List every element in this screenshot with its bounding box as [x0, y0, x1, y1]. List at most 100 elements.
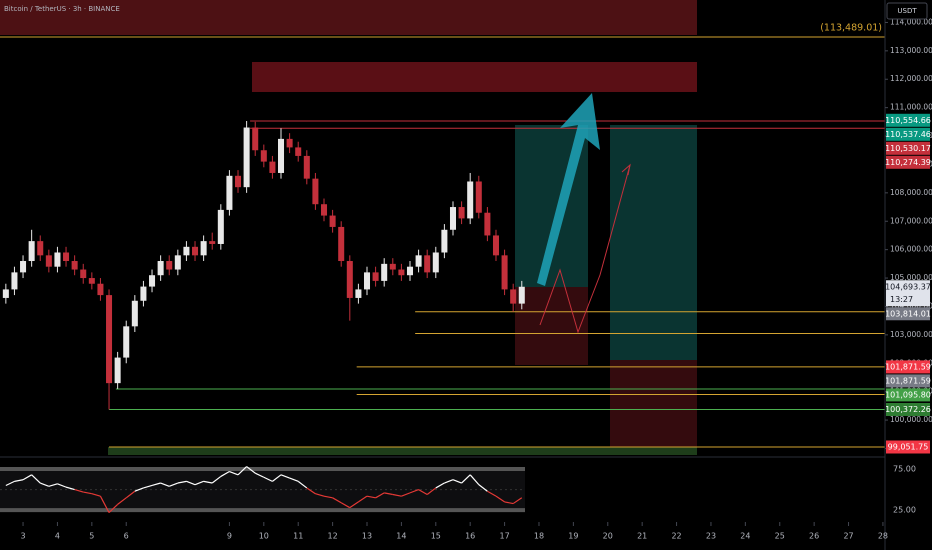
- long-loss-zone: [610, 360, 697, 455]
- countdown: 13:27: [890, 295, 913, 304]
- candle-body: [398, 269, 405, 276]
- rsi-segment: [478, 484, 488, 492]
- rsi-segment: [452, 479, 462, 484]
- y-tick-label: 114,000.00: [890, 17, 932, 26]
- rsi-segment: [409, 489, 419, 494]
- y-tick-label: 111,000.00: [890, 103, 932, 112]
- candle-body: [415, 255, 422, 267]
- projection-arrowhead: [621, 163, 631, 176]
- candle-body: [303, 155, 310, 179]
- rsi-segment: [237, 466, 248, 476]
- rsi-segment: [143, 484, 153, 489]
- rsi-segment: [160, 482, 170, 487]
- candle-body: [441, 229, 448, 253]
- price-badge-label: 101,095.80: [885, 390, 931, 399]
- candle-body: [389, 263, 396, 270]
- candle-body: [449, 207, 457, 230]
- price-badge-label: 110,530.17: [885, 144, 931, 153]
- supply-zone: [0, 0, 697, 35]
- rsi-segment: [169, 482, 179, 487]
- rsi-segment: [384, 492, 393, 496]
- candle-body: [11, 272, 18, 290]
- levels: [0, 36, 885, 448]
- rsi-segment: [74, 489, 84, 493]
- price-badge: [886, 402, 930, 416]
- candle-body: [183, 246, 190, 256]
- rsi-segment: [177, 480, 187, 484]
- y-tick-label: 107,000.00: [890, 216, 932, 225]
- rsi-segment: [332, 497, 342, 504]
- candle-body: [329, 215, 336, 227]
- candle-body: [166, 261, 173, 270]
- rsi-segment: [504, 501, 514, 505]
- y-tick-label: 103,000.00: [890, 330, 932, 339]
- candle-body: [355, 289, 362, 298]
- rsi-segment: [487, 490, 497, 497]
- candle-body: [320, 204, 328, 216]
- price-badge-label: 99,051.75: [888, 442, 929, 451]
- long-loss-zone: [515, 287, 588, 365]
- price-badges: 110,554.66 110,537.46 110,530.17 110,274.39…: [885, 113, 931, 454]
- price-badge: [886, 388, 930, 402]
- candle-body: [346, 261, 353, 298]
- rsi-segment: [349, 501, 359, 509]
- price-badge-label: 110,537.46: [885, 130, 931, 139]
- currency-label[interactable]: USDT: [897, 7, 917, 15]
- candle-body: [174, 255, 181, 270]
- candle-body: [235, 175, 242, 188]
- candle-body: [243, 127, 250, 188]
- rsi-segment: [211, 475, 222, 484]
- x-tick-label: 24: [740, 532, 750, 541]
- candle-body: [97, 283, 104, 296]
- rsi-segment: [289, 477, 299, 482]
- price-badge: [886, 155, 930, 169]
- rsi-segment: [444, 479, 454, 484]
- x-tick-label: 26: [809, 532, 819, 541]
- rsi-segment: [22, 474, 32, 481]
- candle-body: [226, 175, 233, 210]
- x-tick-label: 27: [843, 532, 853, 541]
- candle-body: [192, 246, 199, 256]
- rsi-segment: [91, 493, 101, 497]
- candle-body: [432, 252, 439, 273]
- price-badge-label: 110,554.66: [885, 116, 931, 125]
- projection-arrow: [537, 93, 600, 286]
- candle-body: [381, 263, 388, 281]
- candle-body: [278, 138, 285, 173]
- x-tick-label: 16: [465, 532, 475, 541]
- candle-body: [286, 138, 293, 148]
- rsi-tick-label: 75.00: [893, 465, 916, 474]
- price-badge-label: 101,871.59: [885, 362, 931, 371]
- price-badge: [886, 374, 930, 388]
- price-badge: [886, 307, 930, 321]
- candle-body: [149, 275, 156, 287]
- currency-button[interactable]: [886, 2, 928, 20]
- rsi-segment: [306, 487, 316, 495]
- rsi-segment: [366, 495, 376, 499]
- candle-body: [510, 289, 517, 304]
- candle-body: [131, 300, 138, 327]
- candle-body: [363, 272, 371, 290]
- rsi-segment: [151, 482, 161, 487]
- rsi-segment: [263, 476, 273, 482]
- rsi-segment: [194, 480, 204, 486]
- rsi-segment: [246, 466, 256, 474]
- candle-body: [63, 252, 70, 262]
- x-tick-label: 13: [362, 532, 372, 541]
- candle-body: [80, 269, 87, 279]
- x-tick-label: 5: [89, 532, 94, 541]
- rsi-segment: [469, 474, 480, 486]
- rsi-segment: [57, 483, 67, 488]
- annotation: (113,489.01): [820, 23, 882, 34]
- x-tick-label: 23: [706, 532, 716, 541]
- x-tick-label: 6: [124, 532, 129, 541]
- support-band: [108, 447, 697, 455]
- price-badge-label: 103,814.01: [885, 309, 931, 318]
- candles: [2, 120, 525, 410]
- rsi-segment: [108, 503, 119, 514]
- x-tick-label: 11: [293, 532, 303, 541]
- rsi-segment: [323, 495, 333, 499]
- rsi-segment: [280, 474, 290, 479]
- target-zone: [252, 62, 697, 92]
